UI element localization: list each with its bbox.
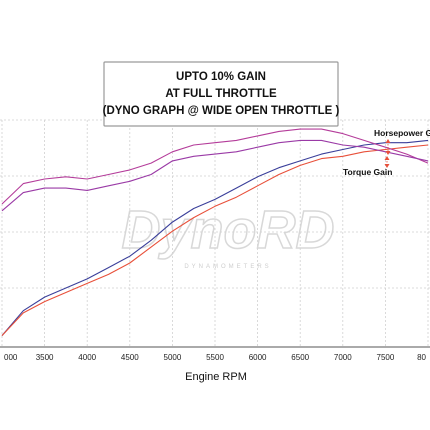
watermark: DynoRD DYNAMOMETERS [121,199,336,270]
x-axis-label: Engine RPM [185,371,247,383]
chart-title-line-3: (DYNO GRAPH @ WIDE OPEN THROTTLE ) [103,105,340,117]
x-tick-label-3: 4500 [121,353,139,362]
annotation-horsepower-gain: Horsepower G [374,128,430,138]
series-line-torque-3 [1,139,429,212]
gain-markers [384,139,391,168]
x-tick-label-9: 7500 [377,353,395,362]
series-line-torque-2 [1,128,429,205]
x-tick-label-5: 5500 [206,353,224,362]
chart-title-line-2: AT FULL THROTTLE [165,88,277,100]
x-axis-ticks: 000 3500 4000 4500 5000 5500 6000 6500 7000 7500 8… [4,353,427,362]
x-tick-label-6: 6000 [249,353,267,362]
x-tick-label-2: 4000 [78,353,96,362]
x-tick-label-4: 5000 [164,353,182,362]
x-tick-label-1: 3500 [36,353,54,362]
annotations: Horsepower G Torque Gain [343,128,430,177]
grid-lines [0,119,430,348]
series-lines [1,128,429,336]
chart-title-box: UPTO 10% GAIN AT FULL THROTTLE (DYNO GRA… [103,61,340,127]
series-line-horsepower-1 [1,144,429,336]
watermark-subtitle: DYNAMOMETERS [184,264,271,270]
watermark-logo: DynoRD [122,200,335,260]
chart-title-line-1: UPTO 10% GAIN [176,71,266,83]
x-tick-label-7: 6500 [291,353,309,362]
x-tick-label-8: 7000 [334,353,352,362]
annotation-torque-gain: Torque Gain [343,167,392,177]
x-tick-label-10: 80 [417,353,426,362]
x-tick-label-0: 000 [4,353,18,362]
